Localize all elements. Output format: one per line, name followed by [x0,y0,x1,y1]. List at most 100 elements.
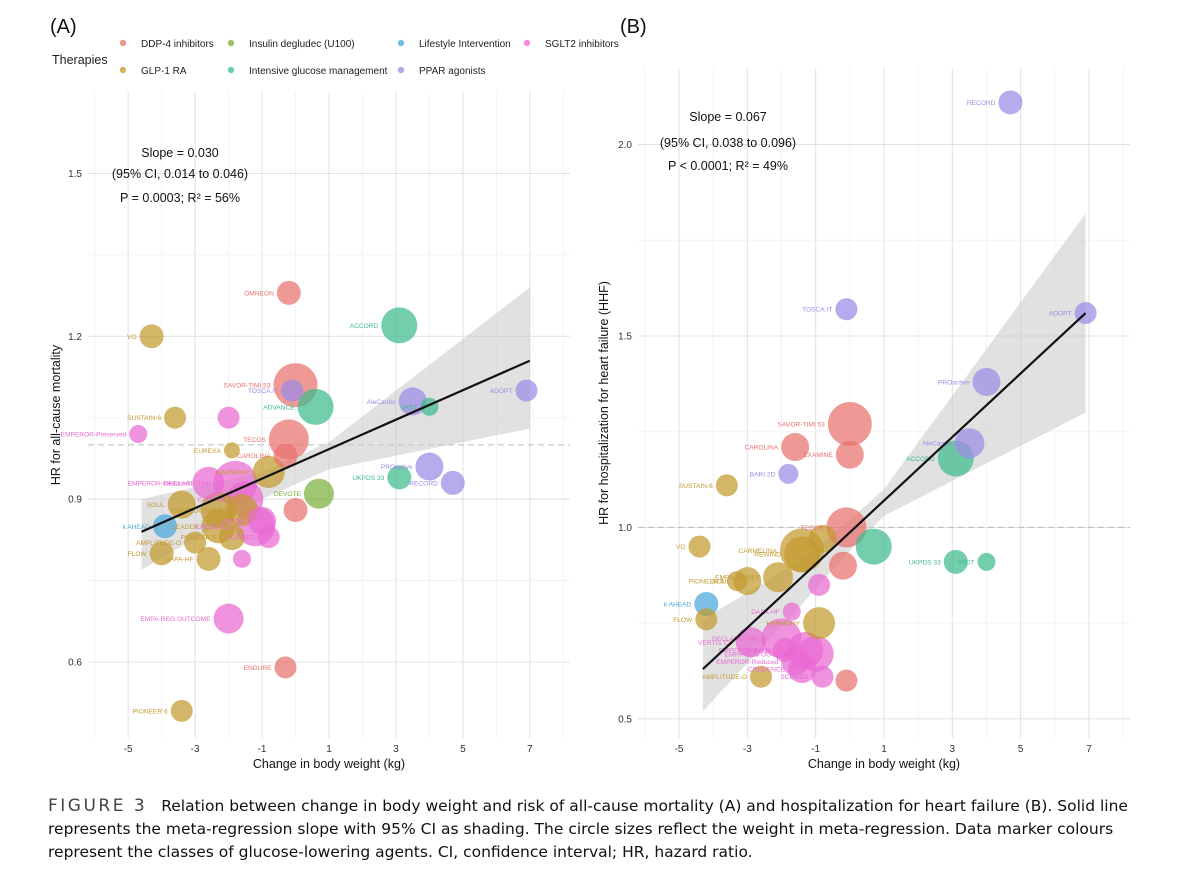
data-points [129,280,538,722]
data-point [223,442,240,459]
legend-swatch [227,39,235,47]
data-point [811,665,834,688]
legend-label: SGLT2 inhibitors [545,39,619,50]
point-label: DEVOTE [274,491,302,498]
point-label: UKPDS 33 [352,475,384,482]
data-point [149,541,174,566]
data-point [152,514,177,539]
point-label: BARI 2D [750,471,776,478]
stats-text: Slope = 0.067 [689,110,767,124]
legend-item: GLP-1 RA [119,66,187,77]
point-label: CARMELINA [739,548,778,555]
data-point [515,379,538,402]
y-tick-label: 0.5 [618,714,632,725]
x-tick-label: -1 [258,744,267,755]
point-label: EUREXA [194,448,222,455]
data-point [184,531,207,554]
data-point [196,546,221,571]
point-label: ACCORD [350,323,379,330]
y-tick-label: 1.5 [618,332,632,343]
point-label: TECOS [243,437,266,444]
x-tick-label: 3 [393,744,399,755]
x-tick-label: -3 [191,744,200,755]
data-point [943,549,968,574]
point-label: AleCardio [922,441,951,448]
data-points [688,90,1097,692]
data-point [170,699,193,722]
data-point [998,90,1023,115]
point-label: EXAMINE [803,452,833,459]
data-point [139,324,164,349]
legend-item: PPAR agonists [397,66,486,77]
point-label: PIONEER 6 [133,708,169,715]
figure-canvas: Therapies DDP-4 inhibitors Insulin deglude… [49,16,1130,771]
point-label: FLOW [673,617,693,624]
data-point [782,602,801,621]
point-label: EMPEROR-Preserved [61,432,127,439]
figure-caption: FIGURE 3 Relation between change in body … [48,795,1168,864]
data-point [283,498,308,522]
legend-swatch [119,39,127,47]
legend-item: SGLT2 inhibitors [523,39,619,50]
legend-item: Intensive glucose management [227,66,388,77]
point-label: DAPA-HF [165,556,193,563]
point-label: VERTIS [221,518,245,525]
data-point [778,463,799,484]
x-tick-label: -1 [811,744,820,755]
stats-text: P < 0.0001; R² = 49% [668,159,788,173]
y-axis-title: HR for all-cause mortality [49,344,63,485]
data-point [688,535,711,558]
point-label: ENDURE [244,665,272,672]
point-label: ADOPT [490,388,513,395]
ci-band [702,213,1086,712]
data-point [232,549,251,568]
point-label: ADOPT [1049,311,1072,318]
point-label: REWIND [754,552,781,559]
data-point [781,433,810,462]
point-label: ADVANCE [263,404,295,411]
stats-text: (95% CI, 0.014 to 0.046) [112,167,248,181]
point-label: SOUL [147,502,165,509]
legend-label: Insulin degludec (U100) [249,39,355,50]
point-label: AleCardio [367,399,396,406]
y-tick-label: 0.9 [68,495,82,506]
regression-line [141,359,531,533]
point-label: VERTIS CV [698,640,733,647]
x-tick-label: -5 [124,744,133,755]
stats-text: Slope = 0.030 [141,146,219,160]
legend-label: Lifestyle Intervention [419,39,511,50]
legend-swatch [397,39,405,47]
point-label: DECLARE-TIMI [164,480,211,487]
point-label: AMPLITUDE-O [136,540,181,547]
data-point [735,627,766,658]
data-point [808,524,837,553]
point-label: TOSCA.IT [802,307,832,314]
point-label: SUSTAIN-6 [127,415,161,422]
panel-a-label: (A) [50,16,77,38]
data-point [835,669,858,692]
legend-label: GLP-1 RA [141,66,187,77]
x-tick-label: 7 [1086,744,1092,755]
legend-swatch [523,39,531,47]
data-point [387,465,412,490]
point-label: UKPDS 33 [909,559,941,566]
stats-text: P = 0.0003; R² = 56% [120,191,240,205]
point-label: EMPEROR-Preserved [719,647,785,654]
point-label: TOSCA.IT [248,388,278,395]
data-point [977,552,996,571]
data-point [440,470,465,495]
stats-text: (95% CI, 0.038 to 0.096) [660,136,796,150]
legend-label: Intensive glucose management [249,66,388,77]
data-point [218,524,245,551]
point-label: REWIND [196,508,223,515]
data-point [829,551,857,580]
point-label: EMPEROR-Reduced [716,659,778,666]
data-point [835,298,858,321]
x-tick-label: 1 [881,744,887,755]
point-label: SCORED [780,674,808,681]
x-tick-label: 5 [1018,744,1024,755]
data-point [213,603,244,634]
data-point [835,440,864,469]
data-point [695,608,718,631]
